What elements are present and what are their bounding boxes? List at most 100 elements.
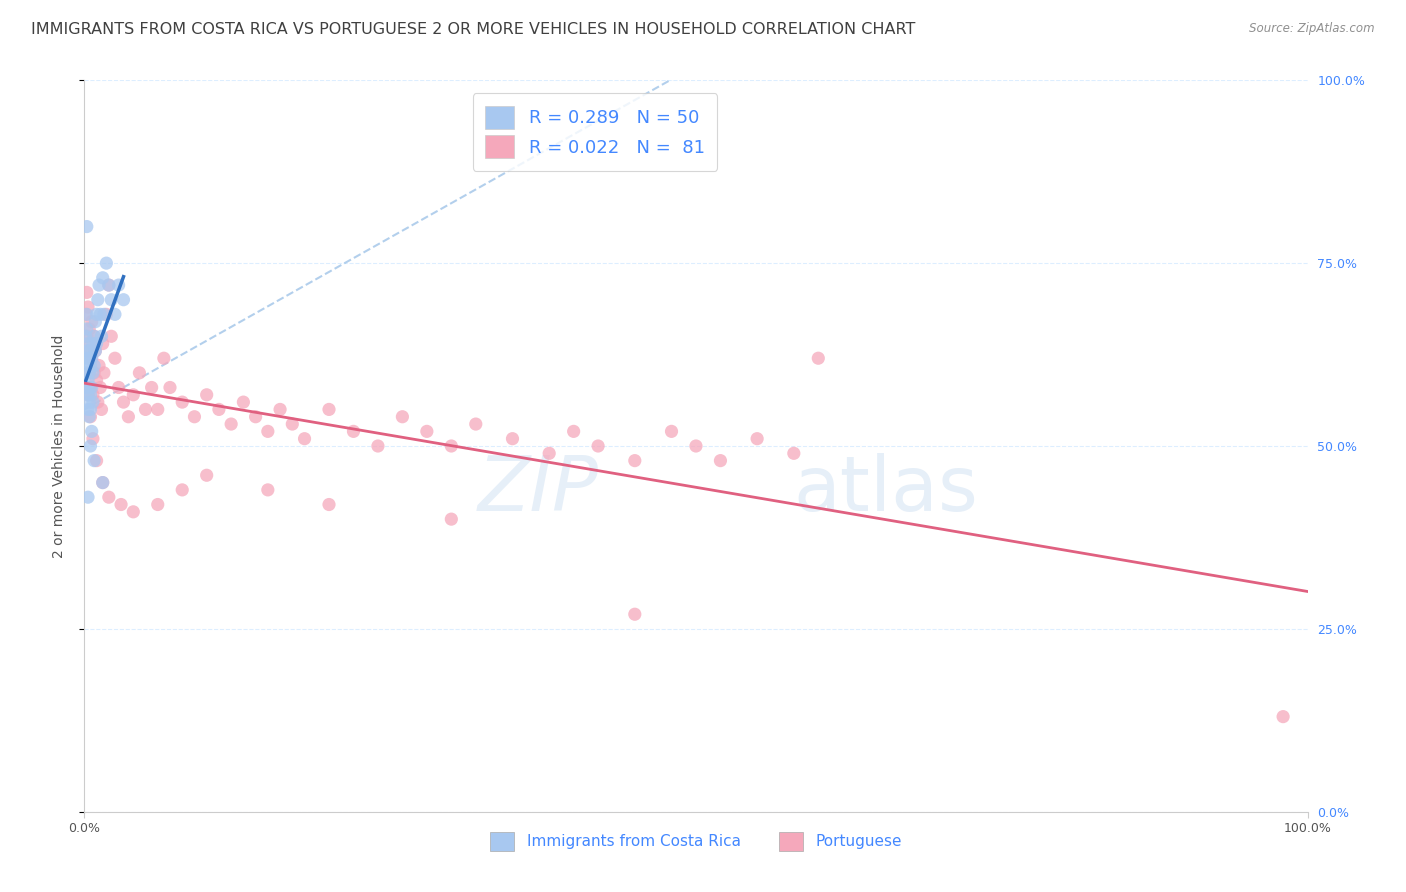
Point xyxy=(104,351,127,366)
Point xyxy=(77,359,100,373)
Point xyxy=(195,388,218,402)
Point xyxy=(80,425,103,439)
Point xyxy=(107,380,129,394)
Point xyxy=(416,425,439,439)
Point xyxy=(83,329,105,343)
Point xyxy=(586,439,609,453)
Point xyxy=(97,278,120,293)
Point xyxy=(807,351,830,366)
Point xyxy=(87,359,110,373)
Point xyxy=(89,380,111,394)
Point xyxy=(112,395,135,409)
Point xyxy=(79,409,101,424)
Point xyxy=(172,395,194,409)
Point xyxy=(77,388,100,402)
Point xyxy=(141,380,163,394)
Point xyxy=(219,417,242,431)
Point xyxy=(624,607,647,622)
Point xyxy=(281,417,304,431)
Point xyxy=(159,380,181,394)
Point xyxy=(93,307,115,321)
Point xyxy=(77,402,100,417)
Point xyxy=(86,373,108,387)
Point xyxy=(104,307,127,321)
Point xyxy=(76,322,98,336)
Point xyxy=(77,366,100,380)
Text: Source: ZipAtlas.com: Source: ZipAtlas.com xyxy=(1250,22,1375,36)
Point xyxy=(110,498,132,512)
Point xyxy=(80,380,103,394)
Point xyxy=(464,417,486,431)
Point xyxy=(90,329,112,343)
Point xyxy=(79,380,101,394)
Point xyxy=(89,307,111,321)
Point xyxy=(232,395,254,409)
Point xyxy=(82,366,104,380)
Point xyxy=(76,307,98,321)
Point xyxy=(783,446,806,460)
Point xyxy=(91,475,114,490)
Point xyxy=(112,293,135,307)
Point xyxy=(146,402,169,417)
Point xyxy=(117,409,139,424)
Point xyxy=(538,446,561,460)
Point xyxy=(75,366,97,380)
Point xyxy=(128,366,150,380)
Point xyxy=(79,336,101,351)
Point xyxy=(77,351,100,366)
Point xyxy=(82,432,104,446)
Point xyxy=(84,343,107,358)
Point xyxy=(391,409,413,424)
Point xyxy=(172,483,194,497)
Point xyxy=(87,278,110,293)
Text: ZIP: ZIP xyxy=(477,453,598,527)
Point xyxy=(77,336,100,351)
Point xyxy=(86,307,108,321)
Point xyxy=(367,439,389,453)
Point xyxy=(76,285,98,300)
Point xyxy=(79,343,101,358)
Point xyxy=(82,395,104,409)
Point xyxy=(77,490,100,504)
Point xyxy=(80,351,103,366)
Point xyxy=(77,373,100,387)
Point xyxy=(82,336,104,351)
Point xyxy=(86,336,108,351)
Point xyxy=(87,293,110,307)
Point xyxy=(107,278,129,293)
Point xyxy=(269,402,291,417)
Point xyxy=(100,293,122,307)
Point xyxy=(76,329,98,343)
Point xyxy=(77,380,100,394)
Point xyxy=(440,512,463,526)
Point xyxy=(1272,709,1295,723)
Text: IMMIGRANTS FROM COSTA RICA VS PORTUGUESE 2 OR MORE VEHICLES IN HOUSEHOLD CORRELA: IMMIGRANTS FROM COSTA RICA VS PORTUGUESE… xyxy=(31,22,915,37)
Point xyxy=(75,351,97,366)
Point xyxy=(77,322,100,336)
Point xyxy=(83,366,105,380)
Point xyxy=(84,315,107,329)
Point xyxy=(100,329,122,343)
Point xyxy=(80,351,103,366)
Point xyxy=(685,439,707,453)
Point xyxy=(709,453,731,467)
Point xyxy=(208,402,231,417)
Point xyxy=(77,343,100,358)
Point xyxy=(661,425,683,439)
Point xyxy=(77,395,100,409)
Point xyxy=(318,402,340,417)
Point xyxy=(77,300,100,314)
Point xyxy=(135,402,157,417)
Point xyxy=(77,388,100,402)
Point xyxy=(183,409,205,424)
Point xyxy=(84,343,107,358)
Point xyxy=(76,380,98,394)
Point xyxy=(76,219,98,234)
Point xyxy=(79,439,101,453)
Text: atlas: atlas xyxy=(794,453,979,527)
Point xyxy=(245,409,267,424)
Point xyxy=(80,315,103,329)
Point xyxy=(91,270,114,285)
Point xyxy=(122,388,145,402)
Point xyxy=(153,351,176,366)
